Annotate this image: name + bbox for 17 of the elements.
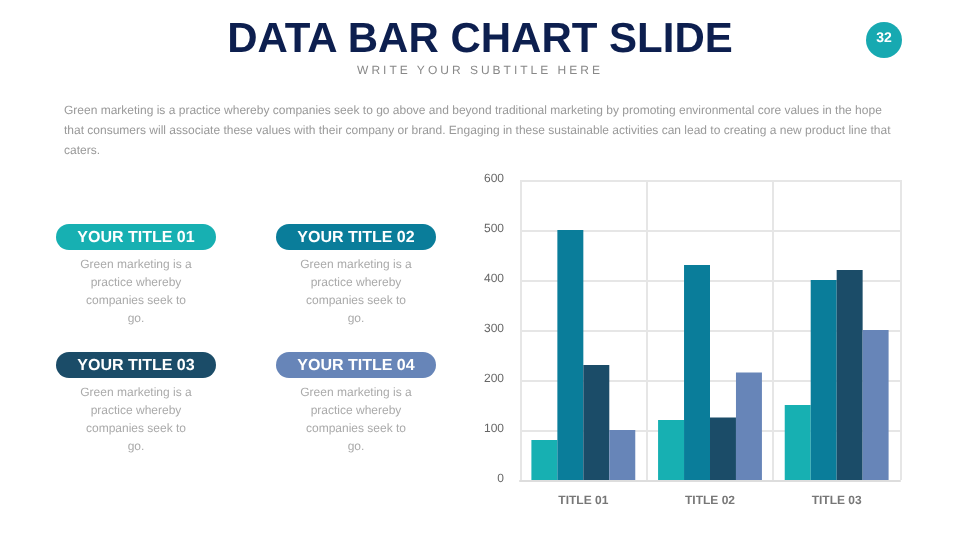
bar xyxy=(735,372,762,480)
chart-title: DATA BAR CHART SLIDE xyxy=(227,16,733,62)
text: YOUR TITLE 04 xyxy=(276,352,436,378)
bar xyxy=(862,330,889,480)
bar xyxy=(710,417,736,480)
bar xyxy=(583,365,610,480)
bar xyxy=(684,265,710,480)
text: YOUR TITLE 01 xyxy=(56,224,216,250)
bar xyxy=(658,420,685,480)
bar xyxy=(836,270,863,480)
bar xyxy=(609,430,636,480)
text: YOUR TITLE 03 xyxy=(56,352,216,378)
bar xyxy=(784,405,811,480)
text: YOUR TITLE 02 xyxy=(276,224,436,250)
bar xyxy=(557,230,584,480)
bar xyxy=(810,280,837,480)
bar xyxy=(531,440,558,480)
